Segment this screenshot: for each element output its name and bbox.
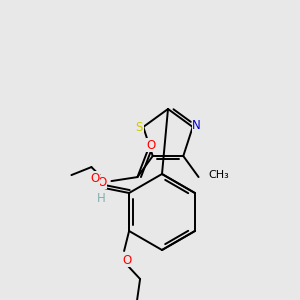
Text: S: S — [136, 122, 143, 134]
Text: CH₃: CH₃ — [208, 170, 229, 180]
Text: O: O — [122, 254, 132, 266]
Text: O: O — [147, 139, 156, 152]
Text: O: O — [91, 172, 100, 184]
Text: H: H — [97, 191, 106, 205]
Text: N: N — [192, 119, 201, 133]
Text: O: O — [97, 176, 106, 189]
